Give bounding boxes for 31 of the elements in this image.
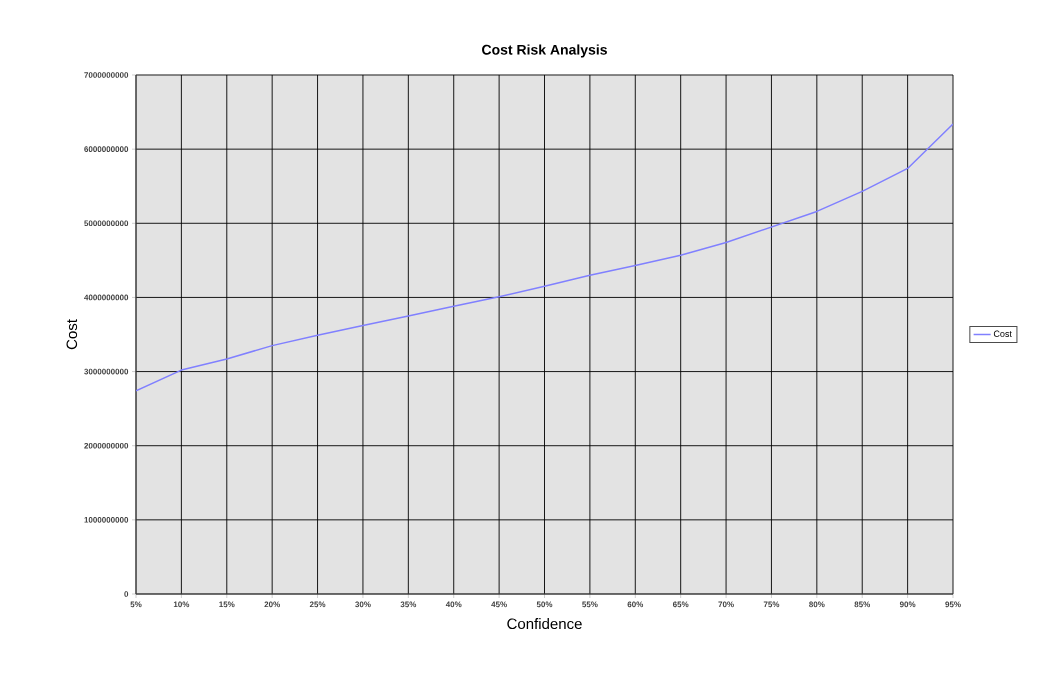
y-tick-label: 1000000000 (84, 517, 129, 523)
x-tick-label: 30% (355, 601, 371, 608)
y-tick-label: 5000000000 (84, 220, 129, 227)
x-tick-label: 95% (945, 601, 961, 608)
y-tick-label: 7000000000 (84, 72, 129, 78)
x-tick-label: 20% (264, 601, 280, 608)
x-tick-label: 70% (718, 601, 734, 608)
y-tick-label: 4000000000 (84, 294, 129, 301)
y-tick-label: 3000000000 (84, 368, 129, 375)
x-tick-label: 60% (627, 601, 644, 608)
x-tick-label: 65% (672, 601, 689, 608)
legend-label: Cost (993, 330, 1012, 337)
y-tick-label: 2000000000 (84, 442, 129, 449)
x-tick-label: 45% (491, 601, 507, 608)
x-tick-label: 10% (173, 601, 190, 608)
x-tick-label: 90% (899, 601, 916, 608)
x-tick-label: 15% (219, 601, 235, 608)
x-tick-label: 40% (445, 601, 462, 608)
x-axis-title: Confidence (507, 618, 582, 630)
x-tick-label: 25% (309, 601, 326, 608)
y-axis-title: Cost (66, 319, 78, 350)
x-tick-label: 35% (400, 601, 417, 608)
x-tick-label: 85% (854, 601, 871, 608)
chart-title: Cost Risk Analysis (482, 44, 607, 58)
x-tick-label: 75% (763, 601, 780, 608)
x-tick-label: 5% (130, 601, 142, 608)
y-tick-label: 6000000000 (84, 146, 129, 152)
y-tick-label: 0 (124, 591, 129, 597)
x-tick-label: 80% (809, 601, 825, 608)
x-tick-label: 55% (582, 601, 598, 608)
x-tick-label: 50% (536, 601, 553, 608)
